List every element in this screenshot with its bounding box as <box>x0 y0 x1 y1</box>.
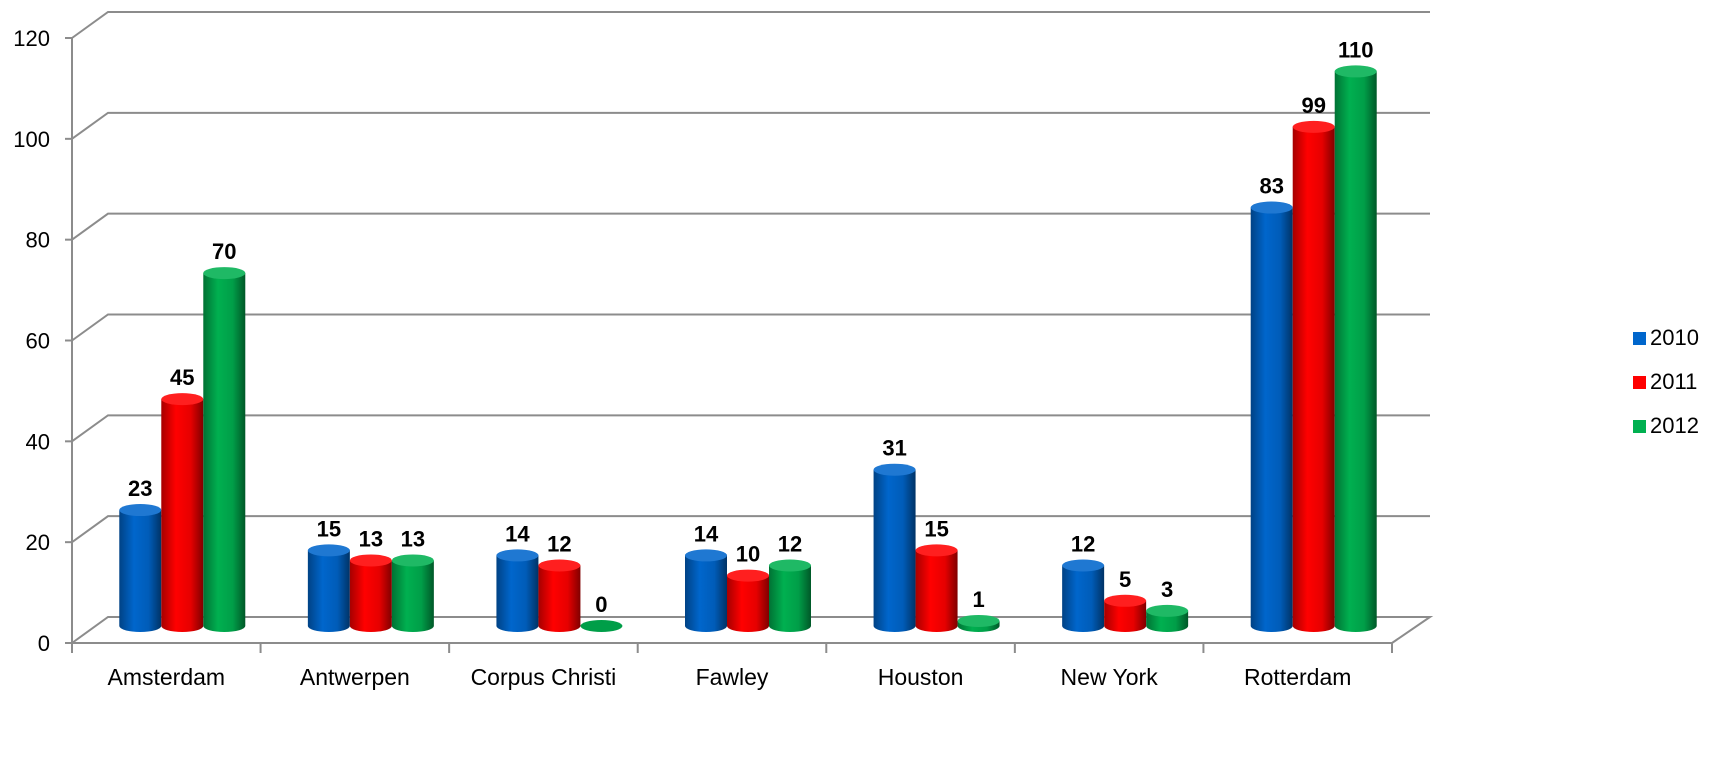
bar-2012 <box>203 273 246 632</box>
bar-top-2012 <box>769 559 811 572</box>
legend: 2010 2011 2012 <box>1633 325 1699 438</box>
gridline <box>71 11 1430 39</box>
bar-2011 <box>1292 126 1335 632</box>
data-label: 12 <box>547 532 571 557</box>
y-tick-label: 0 <box>38 631 50 656</box>
gridline <box>71 515 1430 543</box>
bar-top-2012 <box>1146 604 1189 617</box>
data-label: 23 <box>128 476 152 501</box>
bar-top-2010 <box>119 504 162 517</box>
bar-2011 <box>538 565 581 632</box>
gridline <box>71 212 1430 241</box>
legend-label: 2012 <box>1650 413 1699 438</box>
bar-top-2011 <box>727 569 769 582</box>
y-tick-label: 100 <box>13 127 50 152</box>
data-label: 0 <box>595 592 607 617</box>
bar-top-2010 <box>685 549 727 562</box>
bar-top-2012 <box>391 554 434 567</box>
bar-top-2010 <box>496 549 539 562</box>
gridline <box>71 313 1430 342</box>
data-label: 14 <box>505 521 530 546</box>
bar-2011 <box>349 560 392 632</box>
legend-swatch-2010 <box>1633 332 1646 345</box>
bar-top-2010 <box>307 544 350 557</box>
data-label: 3 <box>1161 577 1173 602</box>
bar-2010 <box>1062 565 1105 632</box>
bar-top-2011 <box>915 544 958 557</box>
bar-top-2010 <box>873 463 916 476</box>
y-tick-label: 80 <box>26 228 50 253</box>
data-label: 10 <box>736 542 760 567</box>
bar-top-2012 <box>203 267 246 280</box>
data-label: 99 <box>1301 93 1325 118</box>
x-tick-label: Houston <box>878 664 964 690</box>
y-tick-label: 60 <box>26 329 50 354</box>
bar-top-2012 <box>1334 65 1377 78</box>
bar-2010 <box>496 555 539 632</box>
bar-2010 <box>307 550 350 632</box>
data-labels: 23 45 70 15 13 13 14 12 0 14 10 12 31 15 1 12 5 3 83 99 110 <box>128 37 1373 617</box>
bar-top-2010 <box>1250 201 1293 214</box>
gridline <box>71 111 1430 140</box>
data-label: 15 <box>317 516 341 541</box>
data-label: 1 <box>972 587 984 612</box>
bar-top-2012 <box>580 620 623 632</box>
data-label: 15 <box>924 516 948 541</box>
bar-top-2011 <box>161 393 204 406</box>
x-tick-label: Amsterdam <box>107 664 225 690</box>
data-label: 14 <box>694 521 719 546</box>
legend-label: 2011 <box>1650 369 1697 394</box>
y-tick-label: 40 <box>26 429 50 454</box>
bar-2012 <box>769 565 811 632</box>
bar-2012 <box>1146 610 1189 632</box>
data-label: 83 <box>1259 174 1283 199</box>
x-tick-label: New York <box>1061 664 1159 690</box>
bars <box>119 65 1377 632</box>
data-label: 12 <box>1071 532 1095 557</box>
bar-2011 <box>1104 600 1147 632</box>
bar-top-2011 <box>349 554 392 567</box>
bar-top-2012 <box>957 614 1000 627</box>
data-label: 110 <box>1338 37 1374 62</box>
data-label: 31 <box>882 436 906 461</box>
data-label: 70 <box>212 239 236 264</box>
bar-2012 <box>391 560 434 632</box>
bar-top-2010 <box>1062 559 1105 572</box>
bar-2010 <box>119 510 162 632</box>
gridlines <box>71 11 1434 644</box>
bar-2012 <box>1334 71 1377 632</box>
bar-2011 <box>727 575 769 632</box>
data-label: 5 <box>1119 567 1131 592</box>
bar-2010 <box>873 469 916 632</box>
data-label: 13 <box>401 526 425 551</box>
bar-2011 <box>915 550 958 632</box>
bar-top-2011 <box>1292 120 1335 133</box>
x-tick-label: Fawley <box>696 664 769 690</box>
y-tick-label: 120 <box>13 26 50 51</box>
legend-label: 2010 <box>1650 325 1699 350</box>
gridline <box>71 414 1430 443</box>
legend-swatch-2012 <box>1633 420 1646 433</box>
x-tick-label: Antwerpen <box>300 664 410 690</box>
bar-top-2011 <box>538 559 581 572</box>
bar-2010 <box>1250 207 1293 632</box>
bar-2010 <box>685 555 727 632</box>
x-tick-label: Rotterdam <box>1244 664 1351 690</box>
x-tick-label: Corpus Christi <box>471 664 617 690</box>
legend-swatch-2011 <box>1633 376 1646 389</box>
y-tick-label: 20 <box>26 530 50 555</box>
bar-top-2011 <box>1104 594 1147 607</box>
data-label: 45 <box>170 365 194 390</box>
bar-2011 <box>161 399 204 632</box>
data-label: 12 <box>778 532 802 557</box>
data-label: 13 <box>359 526 383 551</box>
